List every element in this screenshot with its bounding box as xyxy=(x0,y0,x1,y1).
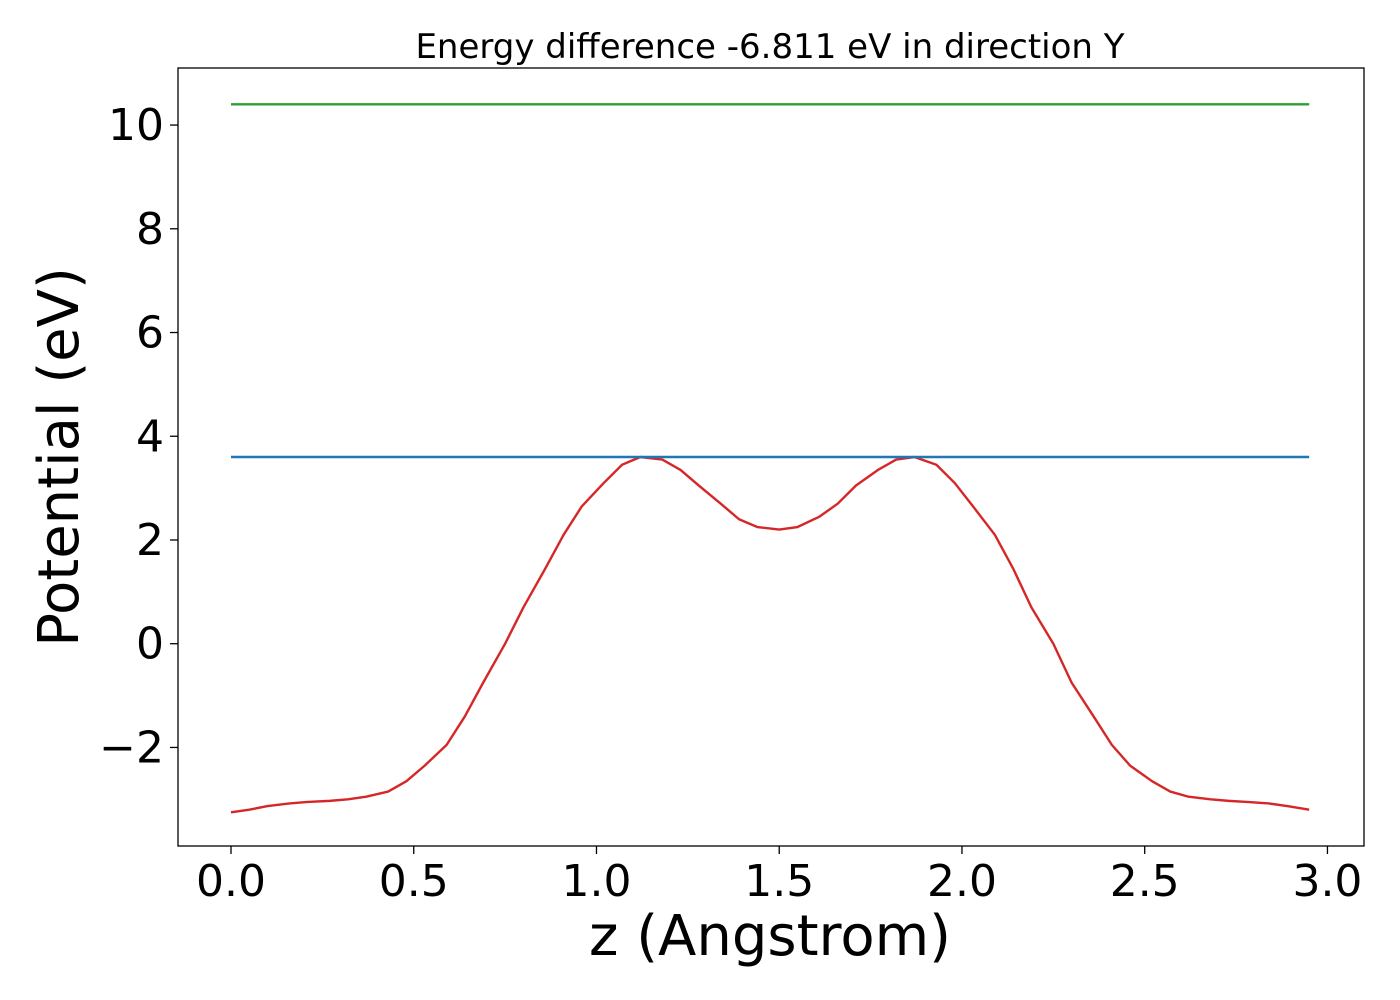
plot-frame xyxy=(177,67,1365,847)
x-tick-label: 0.5 xyxy=(379,856,449,907)
chart-title: Energy difference -6.811 eV in direction… xyxy=(415,27,1124,67)
y-axis-ticks: −2 0 2 4 6 8 10 xyxy=(99,100,178,773)
x-tick-label: 1.0 xyxy=(561,856,631,907)
y-tick-label: 10 xyxy=(108,100,164,151)
y-tick-label: −2 xyxy=(99,722,164,773)
y-tick-label: 4 xyxy=(136,411,164,462)
y-tick-label: 6 xyxy=(136,308,164,359)
x-tick-label: 3.0 xyxy=(1292,856,1362,907)
y-tick-label: 0 xyxy=(136,619,164,670)
y-tick-label: 2 xyxy=(136,515,164,566)
x-axis-label: z (Angstrom) xyxy=(589,904,951,969)
x-tick-label: 0.0 xyxy=(196,856,266,907)
x-tick-label: 2.0 xyxy=(927,856,997,907)
y-tick-label: 8 xyxy=(136,204,164,255)
x-axis-ticks: 0.0 0.5 1.0 1.5 2.0 2.5 3.0 xyxy=(196,846,1362,907)
x-tick-label: 1.5 xyxy=(744,856,814,907)
potential-curve xyxy=(230,455,1310,814)
plot-lines xyxy=(230,103,1310,814)
x-tick-label: 2.5 xyxy=(1110,856,1180,907)
y-axis-label: Potential (eV) xyxy=(27,267,92,647)
